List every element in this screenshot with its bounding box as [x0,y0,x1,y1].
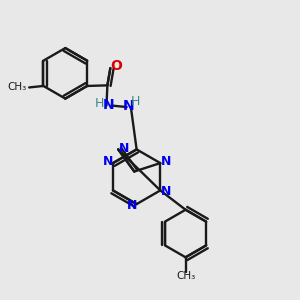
Text: N: N [127,199,137,212]
Text: N: N [118,142,129,155]
Text: H: H [131,94,140,108]
Text: N: N [103,98,114,112]
Text: N: N [103,155,113,168]
Text: CH₃: CH₃ [176,271,195,281]
Text: CH₃: CH₃ [8,82,27,92]
Text: O: O [110,59,122,73]
Text: N: N [160,155,171,168]
Text: N: N [123,99,135,113]
Text: N: N [160,185,171,198]
Text: H: H [95,97,104,110]
